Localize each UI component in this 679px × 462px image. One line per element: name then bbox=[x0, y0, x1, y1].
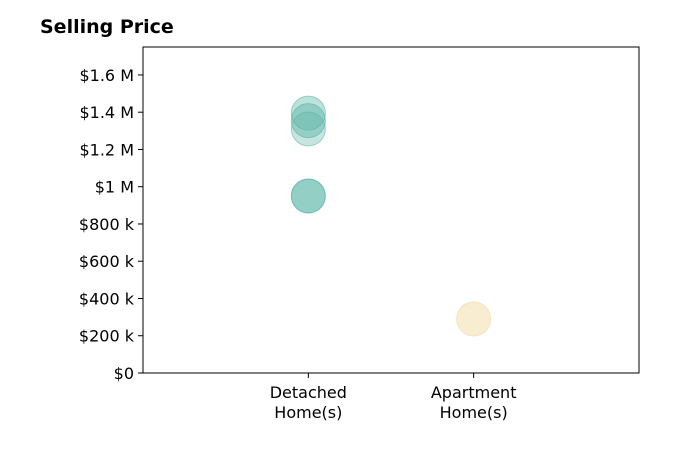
y-tick-label: $1 M bbox=[95, 178, 134, 197]
chart-title: Selling Price bbox=[40, 16, 174, 38]
data-point bbox=[456, 301, 492, 337]
y-tick-label: $400 k bbox=[79, 289, 135, 308]
x-axis: Detached Home(s) Apartment Home(s) bbox=[270, 373, 517, 422]
y-tick-label: $0 bbox=[114, 364, 134, 383]
x-tick-label: Apartment Home(s) bbox=[431, 383, 517, 422]
data-point bbox=[290, 95, 326, 131]
y-tick-label: $1.2 M bbox=[79, 140, 134, 159]
y-tick-label: $1.4 M bbox=[79, 103, 134, 122]
data-point bbox=[290, 178, 326, 214]
x-tick-label: Detached Home(s) bbox=[270, 383, 347, 422]
y-tick-label: $1.6 M bbox=[79, 66, 134, 85]
data-point bbox=[290, 111, 326, 147]
y-tick-label: $800 k bbox=[79, 215, 135, 234]
plot-frame bbox=[142, 46, 640, 374]
data-points bbox=[290, 95, 492, 337]
y-tick-label: $200 k bbox=[79, 327, 135, 346]
y-axis: $0 $200 k $400 k $600 k $800 k $1 M $1.2 M $1.4… bbox=[79, 66, 143, 383]
data-point bbox=[290, 103, 326, 139]
y-tick-label: $600 k bbox=[79, 252, 135, 271]
